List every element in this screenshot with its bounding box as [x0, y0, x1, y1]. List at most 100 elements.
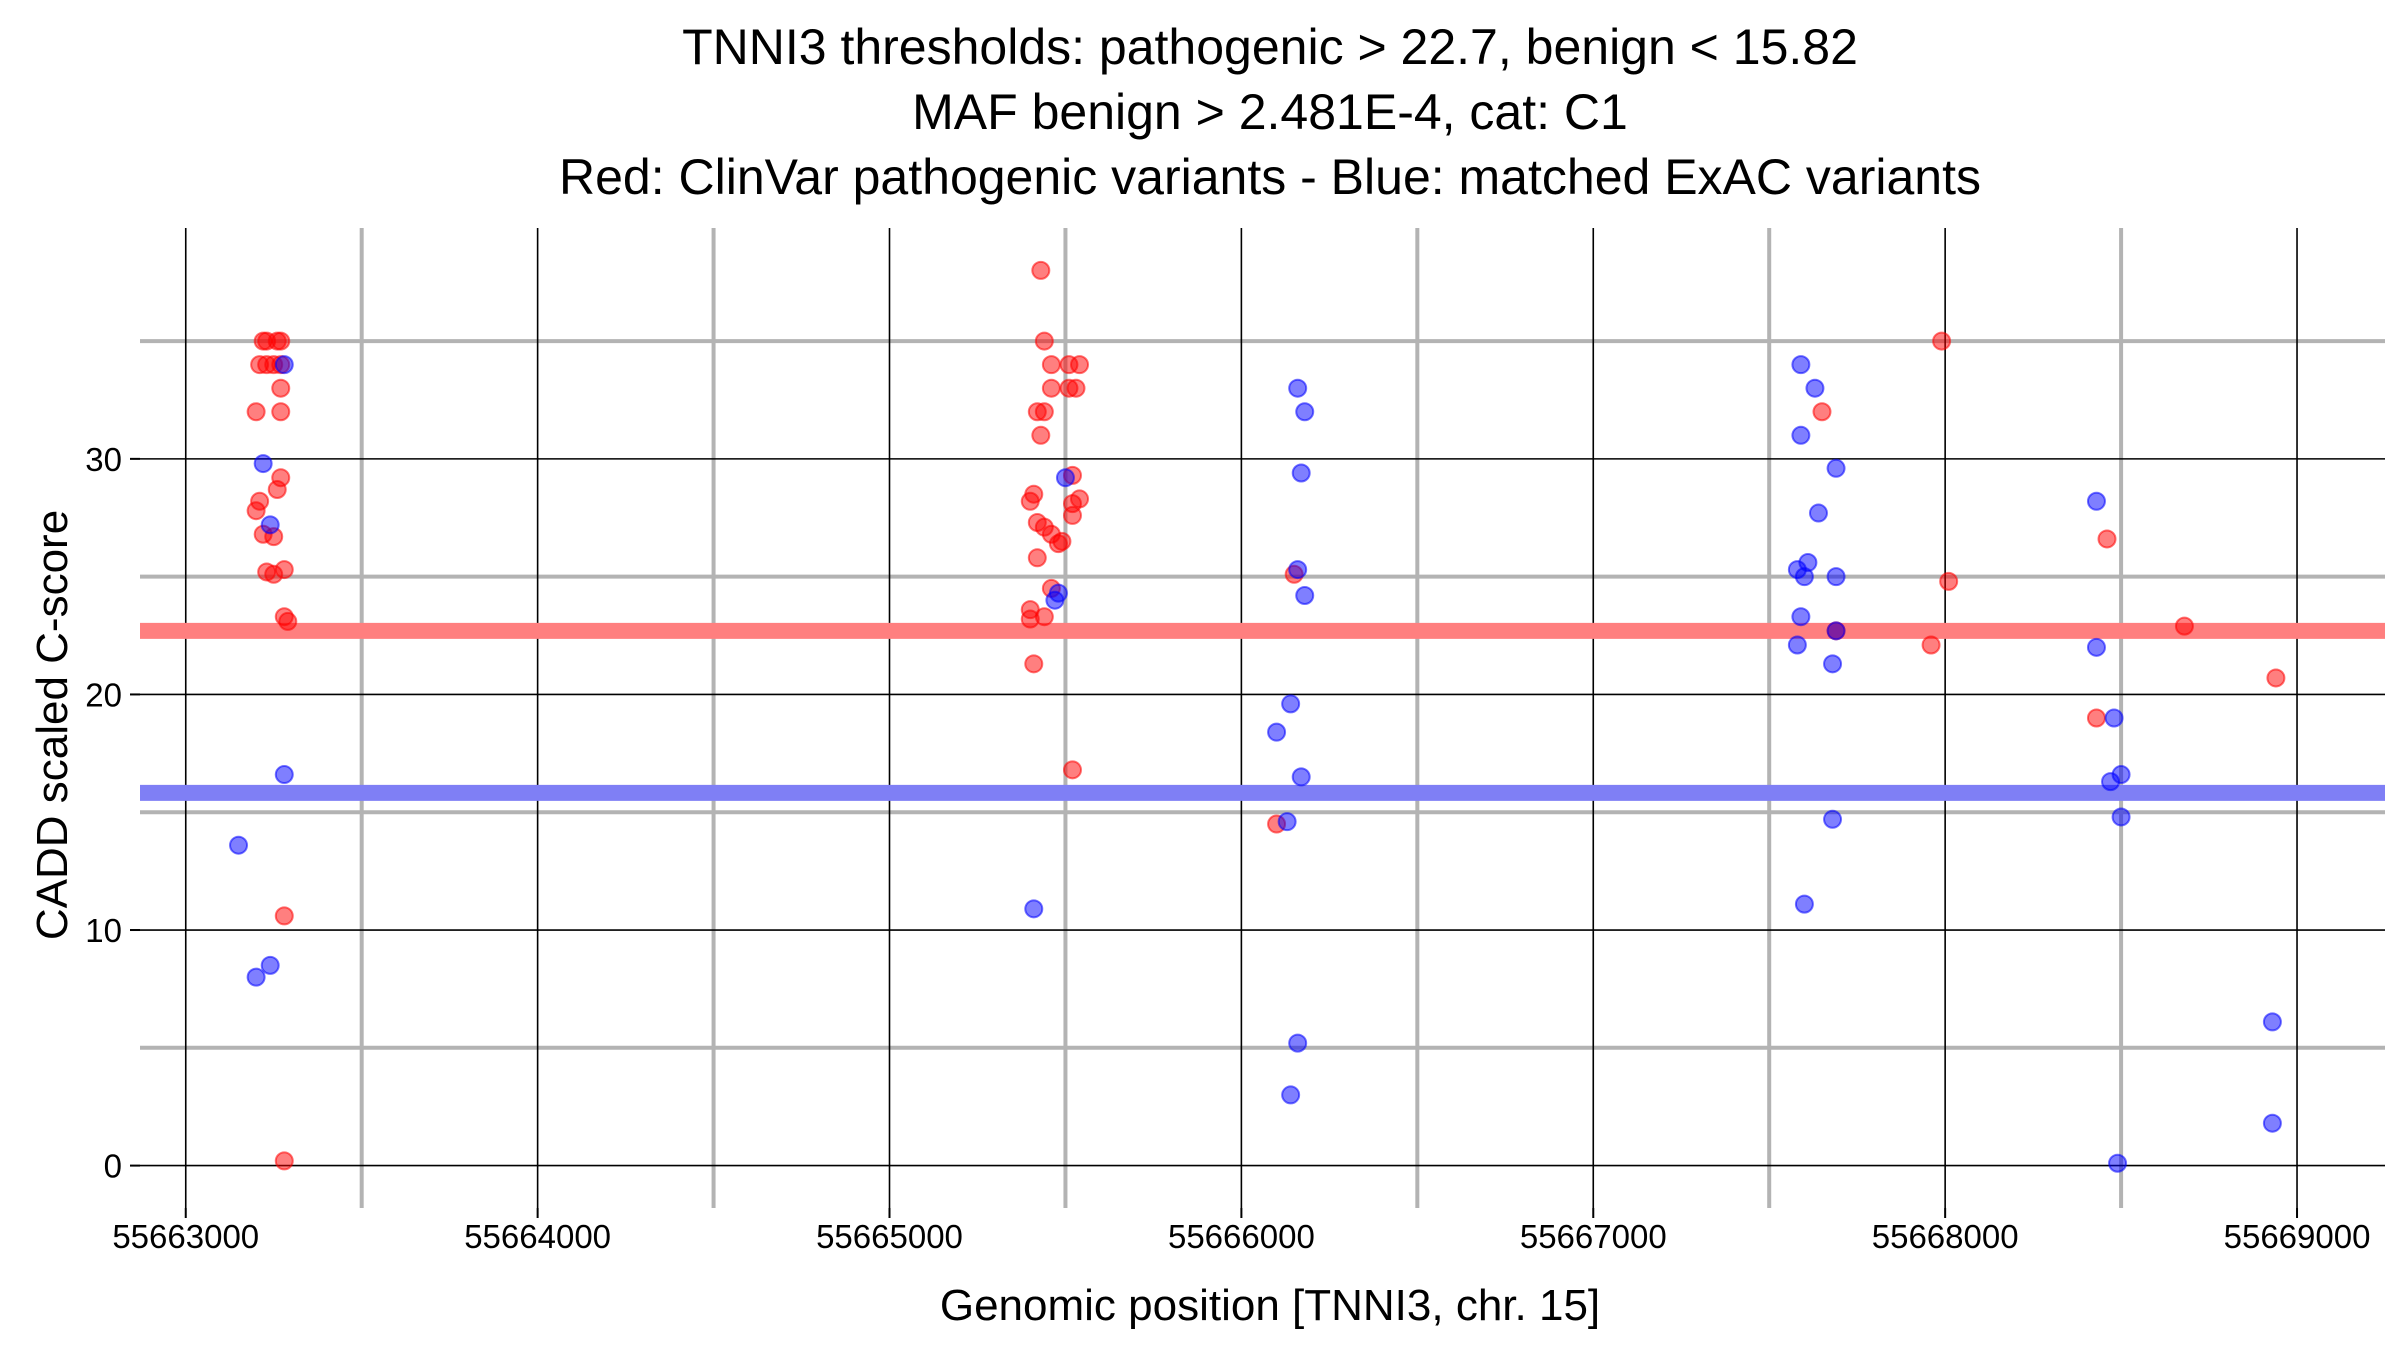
- exac-point: [2086, 491, 2106, 511]
- clinvar-point: [1921, 635, 1941, 655]
- clinvar-point: [274, 906, 294, 926]
- exac-point: [260, 515, 280, 535]
- exac-point: [1826, 458, 1846, 478]
- clinvar-point: [2097, 529, 2117, 549]
- clinvar-point: [1034, 402, 1054, 422]
- exac-point: [1805, 378, 1825, 398]
- exac-point: [1291, 463, 1311, 483]
- exac-point: [2101, 772, 2121, 792]
- clinvar-point: [1027, 548, 1047, 568]
- y-tick-label: 10: [85, 912, 122, 949]
- x-tick-label: 55669000: [2224, 1218, 2371, 1255]
- y-axis-label: CADD scaled C-score: [28, 510, 77, 940]
- x-tick-label: 55668000: [1872, 1218, 2019, 1255]
- clinvar-point: [1070, 355, 1090, 375]
- y-tick-label: 20: [85, 676, 122, 713]
- x-axis-tick-labels: 55663000 55664000 55665000 55666000 55667000…: [112, 1218, 2370, 1255]
- exac-point: [1291, 767, 1311, 787]
- clinvar-point: [1066, 378, 1086, 398]
- exac-point: [1826, 621, 1846, 641]
- clinvar-point: [271, 402, 291, 422]
- chart-title: TNNI3 thresholds: pathogenic > 22.7, ben…: [559, 19, 1981, 205]
- clinvar-point: [246, 501, 266, 521]
- x-axis-label: Genomic position [TNNI3, chr. 15]: [940, 1281, 1600, 1330]
- exac-point: [246, 967, 266, 987]
- exac-point: [1288, 378, 1308, 398]
- clinvar-point: [1062, 760, 1082, 780]
- exac-point: [1794, 567, 1814, 587]
- clinvar-point: [1062, 505, 1082, 525]
- clinvar-point: [246, 402, 266, 422]
- x-tick-label: 55664000: [464, 1218, 611, 1255]
- clinvar-point: [1812, 402, 1832, 422]
- clinvar-point: [2086, 708, 2106, 728]
- exac-point: [1787, 635, 1807, 655]
- clinvar-point: [1052, 531, 1072, 551]
- x-tick-label: 55667000: [1520, 1218, 1667, 1255]
- exac-point: [2086, 637, 2106, 657]
- clinvar-point: [1031, 260, 1051, 280]
- x-tick-label: 55666000: [1168, 1218, 1315, 1255]
- exac-point: [1024, 899, 1044, 919]
- exac-point: [2111, 807, 2131, 827]
- clinvar-point: [1034, 607, 1054, 627]
- exac-point: [1295, 402, 1315, 422]
- threshold-lines: [140, 622, 2385, 801]
- minor-gridlines: [140, 228, 2385, 1208]
- x-tick-label: 55663000: [112, 1218, 259, 1255]
- exac-point: [1281, 694, 1301, 714]
- exac-point: [1794, 894, 1814, 914]
- clinvar-point: [1031, 425, 1051, 445]
- exac-point: [260, 955, 280, 975]
- clinvar-point: [271, 331, 291, 351]
- exac-point: [1288, 1033, 1308, 1053]
- data-points: [229, 260, 2286, 1173]
- clinvar-point: [1024, 654, 1044, 674]
- clinvar-point: [1041, 378, 1061, 398]
- exac-point: [2262, 1012, 2282, 1032]
- exac-point: [1791, 355, 1811, 375]
- y-axis-tick-labels: 0 10 20 30: [85, 441, 122, 1185]
- exac-point: [1281, 1085, 1301, 1105]
- clinvar-point: [1034, 331, 1054, 351]
- exac-point: [1808, 503, 1828, 523]
- exac-point: [1288, 560, 1308, 580]
- axis-ticks: [130, 457, 2299, 1218]
- y-tick-label: 30: [85, 441, 122, 478]
- exac-point: [1277, 812, 1297, 832]
- clinvar-point: [264, 564, 284, 584]
- y-tick-label: 0: [104, 1148, 122, 1185]
- exac-point: [1295, 586, 1315, 605]
- clinvar-point: [274, 1151, 294, 1171]
- exac-point: [1055, 468, 1075, 488]
- exac-point: [1045, 590, 1065, 610]
- chart-title-line-2: MAF benign > 2.481E-4, cat: C1: [912, 84, 1628, 140]
- clinvar-point: [271, 378, 291, 398]
- clinvar-point: [1041, 355, 1061, 375]
- exac-point: [1826, 567, 1846, 587]
- clinvar-point: [1020, 491, 1040, 511]
- exac-point: [274, 765, 294, 785]
- clinvar-point: [1939, 571, 1959, 591]
- exac-point: [274, 355, 294, 375]
- exac-point: [1791, 607, 1811, 627]
- x-tick-label: 55665000: [816, 1218, 963, 1255]
- exac-point: [1823, 654, 1843, 674]
- exac-point: [1791, 425, 1811, 445]
- exac-point: [2108, 1153, 2128, 1173]
- clinvar-point: [2174, 616, 2194, 636]
- chart-title-line-1: TNNI3 thresholds: pathogenic > 22.7, ben…: [682, 19, 1858, 75]
- clinvar-point: [267, 479, 287, 499]
- exac-point: [1267, 722, 1287, 742]
- exac-point: [2262, 1113, 2282, 1133]
- exac-point: [1823, 809, 1843, 829]
- major-gridlines: [140, 228, 2385, 1208]
- clinvar-point: [1932, 331, 1952, 351]
- exac-point: [229, 835, 249, 855]
- exac-point: [2104, 708, 2124, 728]
- clinvar-point: [278, 611, 298, 631]
- exac-point: [253, 454, 273, 474]
- clinvar-point: [2266, 668, 2286, 688]
- chart-title-line-3: Red: ClinVar pathogenic variants - Blue:…: [559, 149, 1981, 205]
